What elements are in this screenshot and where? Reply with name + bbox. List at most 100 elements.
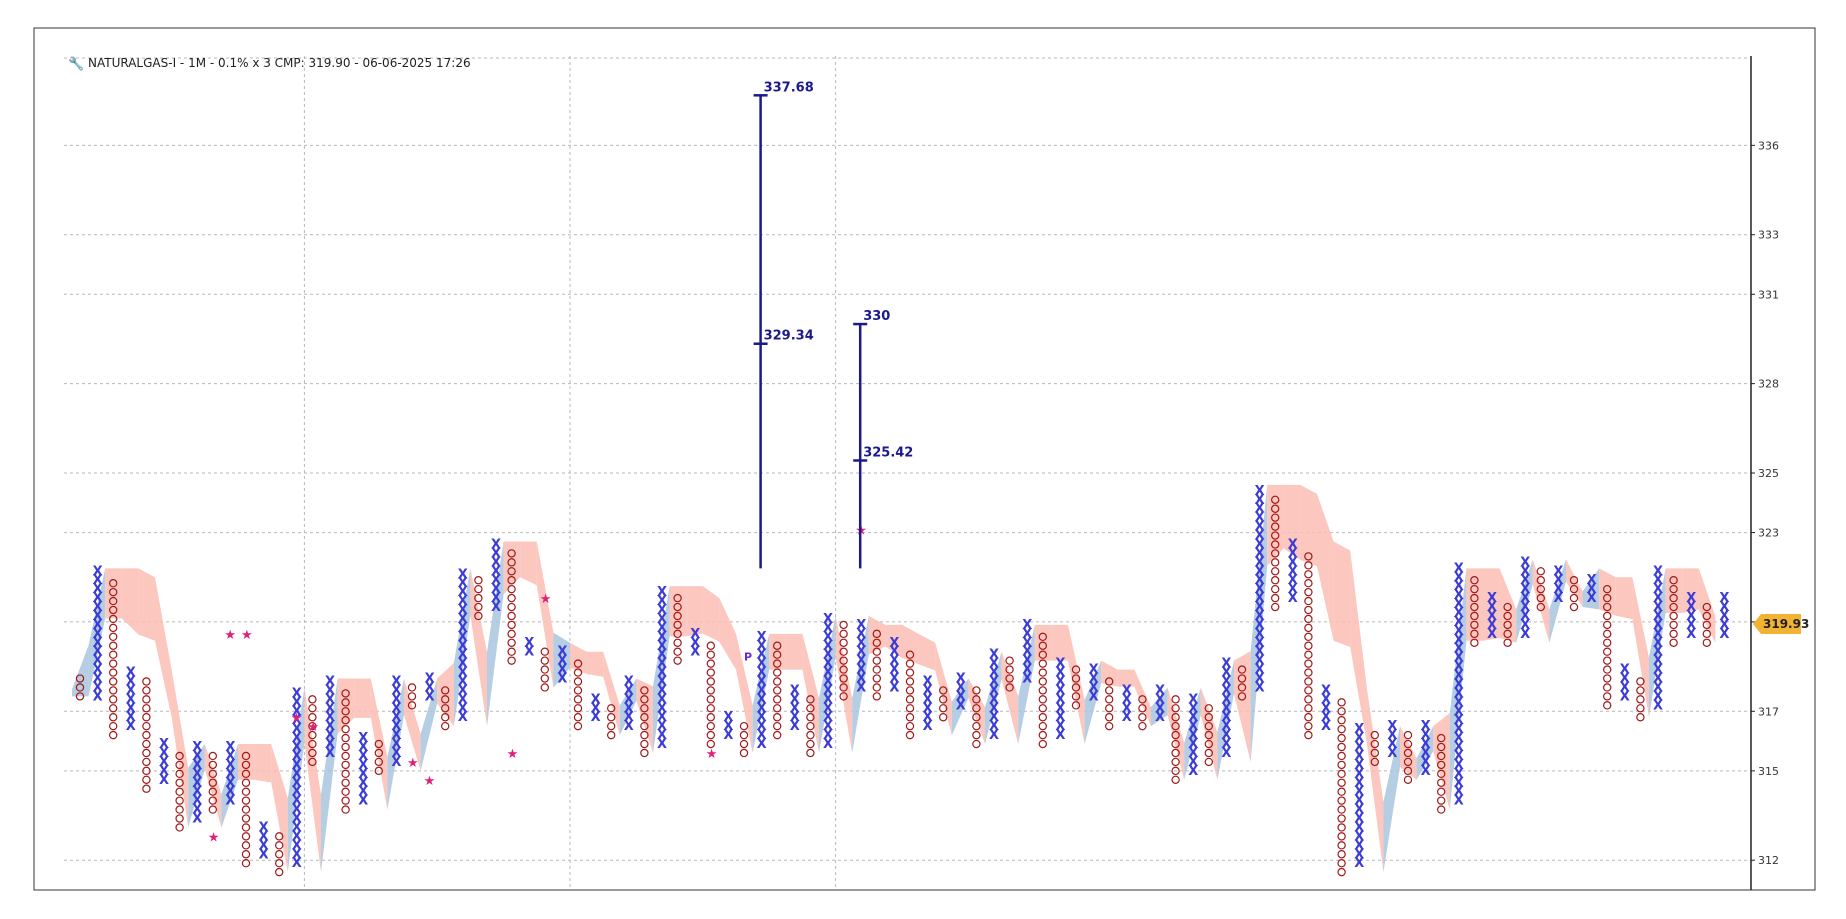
cloud-bull-band [1184,687,1201,780]
pnf-o-mark [108,641,118,650]
pnf-o-mark [540,683,550,692]
star-marker: ★ [307,720,319,735]
pnf-o-mark [341,787,350,796]
pnf-o-mark [872,683,882,692]
pnf-o-mark [673,629,682,639]
pnf-o-mark [1669,611,1678,621]
pnf-x-mark: X [657,639,667,654]
pnf-x-mark: X [1620,689,1630,704]
pnf-x-mark: X [259,838,269,853]
pnf-x-mark: X [192,794,202,809]
chart-title: 🔧 NATURALGAS-I - 1M - 0.1% x 3 CMP: 319.… [68,55,471,72]
pnf-x-mark: X [1155,692,1165,707]
pnf-x-mark: X [657,701,667,716]
pnf-x-mark: X [1255,582,1265,597]
pnf-o-mark [1171,739,1180,749]
cloud-bull-band [819,615,836,753]
pnf-o-mark [1304,632,1313,642]
cloud-bear-band [1300,484,1317,567]
pnf-x-mark: X [1553,573,1563,588]
pnf-x-mark: X [790,710,800,725]
pnf-x-mark: X [1454,749,1464,764]
pnf-x-mark: X [856,618,866,633]
pnf-o-mark [407,701,417,710]
pnf-o-mark [1602,620,1612,630]
pnf-o-mark [75,683,85,692]
cloud-bear-band [121,568,139,635]
pnf-o-mark [1171,721,1180,731]
pnf-x-mark: X [292,856,302,871]
pnf-o-mark [806,730,815,740]
pnf-o-mark [839,620,848,630]
pnf-o-mark [1536,584,1546,594]
pnf-o-mark [673,647,682,656]
pnf-x-mark: X [1122,692,1132,707]
pnf-x-mark: X [889,680,899,695]
pnf-o-mark [1071,692,1081,701]
pnf-o-mark [507,576,516,585]
pnf-x-mark: X [1255,680,1265,695]
pnf-x-mark: X [292,695,302,710]
y-tick-label: 328 [1758,378,1779,391]
pnf-o-mark [806,704,815,713]
pnf-o-mark [640,713,649,722]
pnf-o-mark [1304,641,1313,650]
pnf-x-mark: X [93,573,103,588]
pnf-x-mark: X [1454,570,1464,585]
pnf-o-mark [1569,584,1579,594]
pnf-x-mark: X [1122,701,1132,716]
pnf-x-mark: X [1520,600,1530,615]
star-marker: ★ [291,711,303,726]
pnf-x-mark: X [657,603,667,618]
pnf-x-mark: X [358,740,368,755]
pnf-x-mark: X [1255,484,1265,499]
pnf-x-mark: X [126,710,136,725]
pnf-x-mark: X [93,672,103,687]
y-tick-label: 315 [1758,765,1779,778]
pnf-x-mark: X [1454,758,1464,773]
pnf-x-mark: X [889,672,899,687]
pnf-o-mark [108,686,118,695]
star-marker: ★ [507,747,519,762]
pnf-o-mark [1337,733,1346,743]
pnf-x-mark: X [624,683,634,698]
pnf-x-mark: X [1354,812,1364,827]
cloud-bull-band [188,744,205,828]
pnf-x-mark: X [1653,618,1663,633]
pnf-o-mark [1470,584,1479,594]
pnf-o-mark [673,611,682,621]
pnf-o-mark [241,814,251,823]
pnf-o-mark [142,739,151,749]
pnf-x-mark: X [723,719,733,734]
pnf-o-mark [1304,596,1313,606]
pnf-x-mark: X [1255,672,1265,687]
pnf-x-mark: X [690,645,700,660]
pnf-o-mark [1270,495,1280,505]
pnf-o-mark [1171,757,1180,767]
pnf-o-mark [1702,638,1712,647]
pnf-x-mark: X [1188,719,1198,734]
pnf-x-mark: X [889,663,899,678]
pnf-x-mark: X [524,645,534,660]
pnf-x-mark: X [1354,740,1364,755]
pnf-o-mark [1436,796,1446,805]
star-marker: ★ [208,830,220,845]
pnf-o-mark [1436,733,1446,743]
pnf-x-mark: X [657,675,667,690]
pnf-x-mark: X [1055,692,1065,707]
pnf-o-mark [1337,707,1346,716]
pnf-o-mark [241,850,251,859]
pnf-o-mark [175,760,184,770]
pnf-x-mark: X [823,648,833,663]
pnf-x-mark: X [1354,776,1364,791]
pnf-x-mark: X [292,785,302,800]
pnf-o-mark [573,659,583,668]
pnf-o-mark [1403,730,1413,740]
cloud-bear-band [1134,669,1151,727]
pnf-x-mark: X [292,812,302,827]
pnf-o-mark [806,739,815,749]
y-tick-label: 333 [1758,229,1779,242]
pnf-o-mark [407,683,417,692]
pnf-x-mark: X [1221,657,1231,672]
pnf-x-mark: X [1354,758,1364,773]
